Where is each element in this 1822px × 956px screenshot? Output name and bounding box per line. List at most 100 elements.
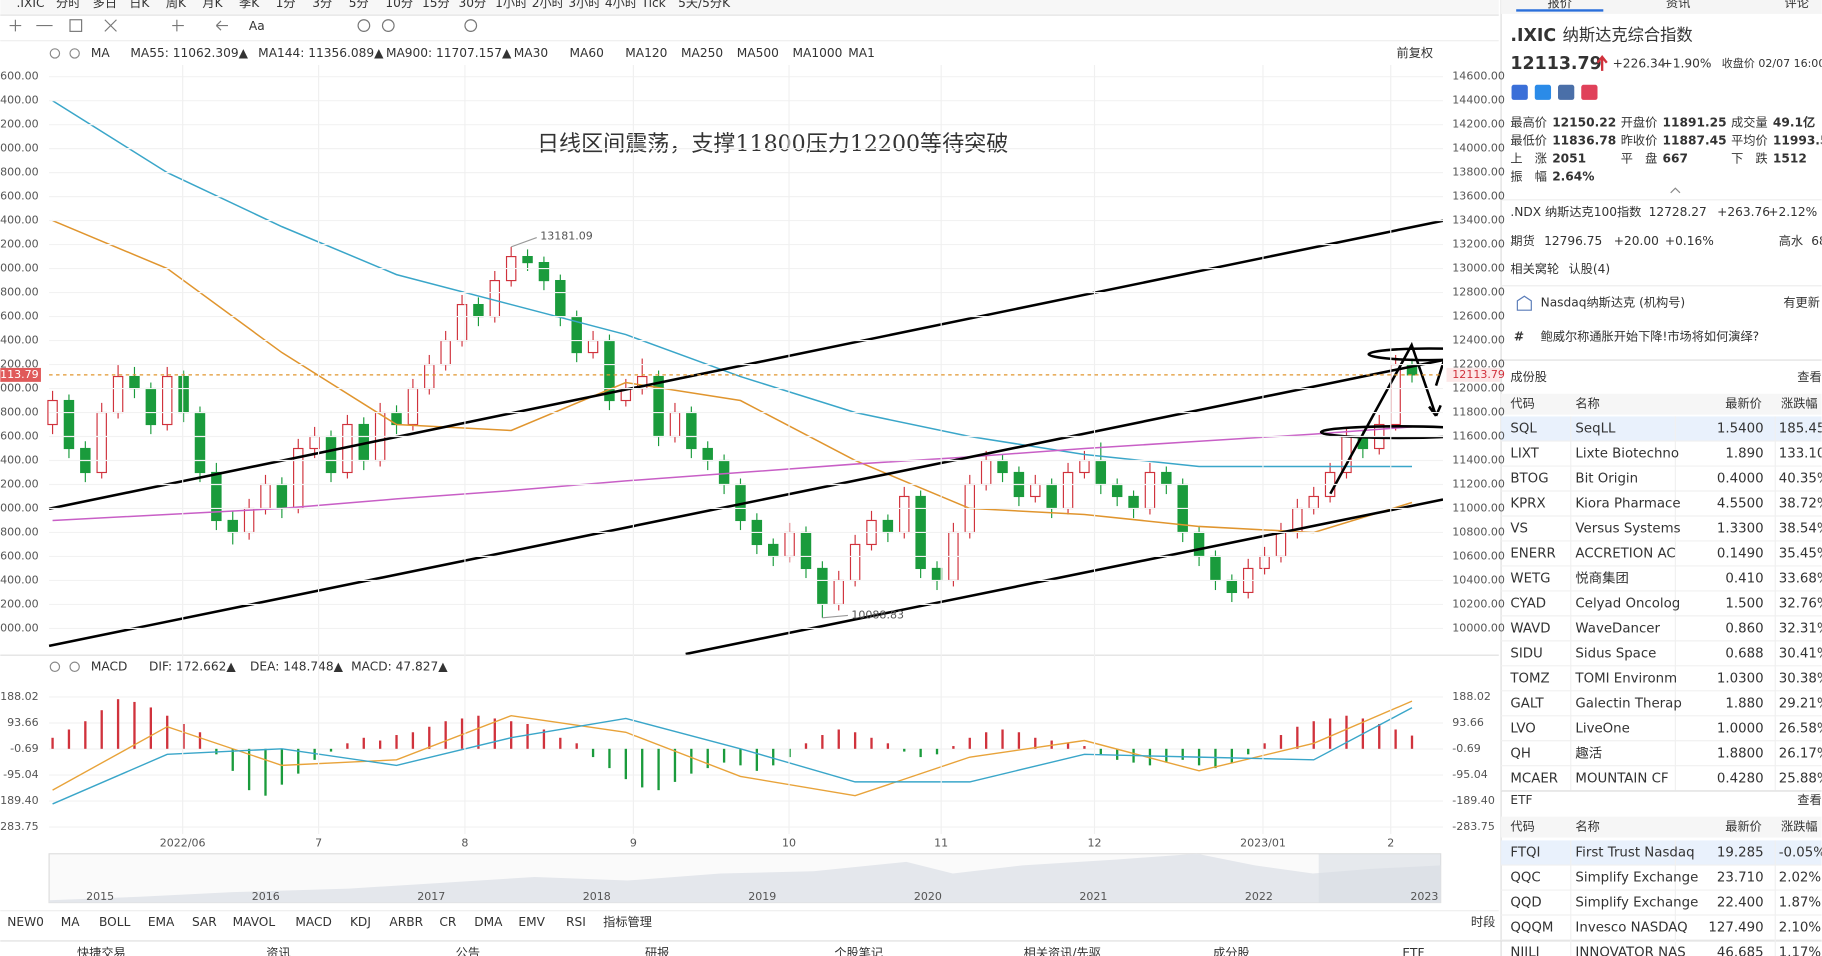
period-tab[interactable]: 3分	[312, 0, 332, 10]
row-name[interactable]: Lixte Biotechno	[1575, 447, 1679, 462]
indicator-tab[interactable]: EMV	[518, 915, 545, 929]
row-name[interactable]: INNOVATOR NAS	[1575, 946, 1685, 956]
bottom-tab[interactable]: ETF	[1402, 946, 1424, 956]
more-link[interactable]: 查看	[1797, 793, 1821, 807]
period-tab[interactable]: 周K	[166, 0, 187, 10]
navigator-window[interactable]	[1318, 853, 1441, 903]
row-code[interactable]: LIXT	[1510, 447, 1539, 462]
indicator-tab[interactable]: BOLL	[99, 915, 131, 929]
badge[interactable]	[1558, 84, 1575, 100]
status: 收盘价 02/07 16:00(美东)	[1722, 56, 1822, 70]
bottom-tab[interactable]: 相关资讯/先驱	[1024, 946, 1101, 956]
close-icon[interactable]	[69, 661, 80, 672]
period-button[interactable]: 时段	[1471, 914, 1495, 929]
row-code[interactable]: WETG	[1510, 571, 1550, 586]
period-tab[interactable]: 1小时	[495, 0, 527, 10]
indicator-tab[interactable]: DMA	[474, 915, 503, 929]
row-code[interactable]: FTQI	[1510, 846, 1540, 861]
indicator-tab[interactable]: MAVOL	[233, 915, 276, 929]
bottom-tab[interactable]: 研报	[645, 945, 669, 956]
close-icon[interactable]	[69, 48, 80, 59]
panel-tab[interactable]: 资讯	[1666, 0, 1690, 10]
row-code[interactable]: KPRX	[1510, 497, 1545, 512]
bottom-tab[interactable]: 成分股	[1213, 946, 1250, 956]
indicator-tab[interactable]: MACD	[295, 915, 332, 929]
row-name[interactable]: TOMI Environm	[1574, 671, 1677, 686]
period-tab[interactable]: 多日	[93, 0, 117, 10]
period-tab[interactable]: 30分	[459, 0, 487, 10]
period-tab[interactable]: 2小时	[532, 0, 564, 10]
candle-body	[1144, 471, 1156, 510]
badge[interactable]	[1581, 84, 1598, 100]
row-code[interactable]: NIJLI	[1510, 946, 1539, 956]
indicator-tab[interactable]: 指标管理	[603, 914, 652, 929]
indicator-tab[interactable]: SAR	[192, 915, 217, 929]
row-code[interactable]: VS	[1510, 522, 1528, 537]
badge[interactable]	[1511, 84, 1528, 100]
row-name[interactable]: Versus Systems	[1575, 522, 1680, 537]
period-tab[interactable]: 1分	[276, 0, 296, 10]
panel-tab[interactable]: 评论	[1785, 0, 1809, 10]
collapse[interactable]	[1670, 187, 1681, 194]
period-tab[interactable]: 5天/5分K	[678, 0, 731, 10]
row-code[interactable]: TOMZ	[1509, 671, 1549, 686]
badge[interactable]	[1534, 84, 1552, 100]
period-tab[interactable]: Tick	[641, 0, 667, 10]
more-link[interactable]: 查看	[1797, 370, 1821, 384]
row-name[interactable]: Simplify Exchange	[1575, 871, 1698, 886]
row-name[interactable]: First Trust Nasdaq	[1575, 846, 1694, 861]
row-code[interactable]: QQC	[1510, 871, 1540, 886]
row-code[interactable]: BTOG	[1510, 472, 1548, 487]
row-name[interactable]: Invesco NASDAQ	[1575, 921, 1687, 936]
row-code[interactable]: QQD	[1510, 896, 1541, 911]
indicator-tab[interactable]: KDJ	[350, 915, 371, 929]
row-code[interactable]: MCAER	[1510, 771, 1558, 786]
row-name[interactable]: WaveDancer	[1575, 621, 1660, 636]
adjust-mode[interactable]: 前复权	[1397, 45, 1434, 60]
row-code[interactable]: SIDU	[1510, 646, 1542, 661]
indicator-tab[interactable]: CR	[439, 915, 457, 929]
indicator-tab[interactable]: EMA	[148, 915, 175, 929]
row-name[interactable]: Kiora Pharmace	[1575, 497, 1680, 512]
indicator-tab[interactable]: ARBR	[389, 915, 423, 929]
row-name[interactable]: SeqLL	[1575, 422, 1616, 437]
row-name[interactable]: Simplify Exchange	[1575, 896, 1698, 911]
bottom-tab[interactable]: 资讯	[266, 946, 290, 956]
period-tab[interactable]: 分时	[56, 0, 80, 10]
row-name[interactable]: MOUNTAIN CF	[1575, 771, 1668, 786]
indicator-tab[interactable]: MA	[61, 915, 81, 929]
bottom-tab[interactable]: 公告	[456, 946, 480, 956]
row-code[interactable]: LVO	[1510, 721, 1535, 736]
period-tab[interactable]: 10分	[385, 0, 413, 10]
row-code[interactable]: QQQM	[1510, 921, 1553, 936]
bottom-tab[interactable]: 快捷交易	[77, 945, 126, 956]
row-code[interactable]: CYAD	[1510, 596, 1546, 611]
row-name[interactable]: 悦商集团	[1575, 570, 1628, 586]
row-code[interactable]: WAVD	[1510, 621, 1550, 636]
row-name[interactable]: LiveOne	[1575, 721, 1629, 736]
row-name[interactable]: 趣活	[1575, 745, 1602, 761]
indicator-tab[interactable]: RSI	[566, 915, 586, 929]
panel-tab[interactable]: 报价	[1548, 0, 1572, 10]
indicator-tab[interactable]: NEW0	[7, 915, 44, 929]
period-tab[interactable]: 15分	[422, 0, 450, 10]
row-name[interactable]: Bit Origin	[1575, 472, 1638, 487]
row-code[interactable]: ENERR	[1510, 547, 1555, 562]
news[interactable]: 鲍威尔称通胀开始下降!市场将如何演绎?	[1541, 328, 1760, 343]
period-tab[interactable]: 日K	[129, 0, 150, 10]
row-code[interactable]: SQL	[1510, 422, 1537, 437]
period-tab[interactable]: 月K	[202, 0, 223, 10]
row-name[interactable]: Sidus Space	[1575, 646, 1656, 661]
period-tab[interactable]: 4小时	[605, 0, 637, 10]
row-name[interactable]: Galectin Therap	[1575, 696, 1681, 711]
bottom-tab[interactable]: 个股笔记	[834, 945, 883, 956]
period-tab[interactable]: 5分	[349, 0, 369, 10]
settings-icon[interactable]	[49, 661, 61, 672]
settings-icon[interactable]	[49, 48, 61, 59]
row-name[interactable]: Celyad Oncolog	[1575, 596, 1680, 611]
period-tab[interactable]: 季K	[239, 0, 260, 10]
row-code[interactable]: GALT	[1510, 696, 1544, 711]
row-code[interactable]: QH	[1510, 746, 1531, 761]
period-tab[interactable]: 3小时	[568, 0, 600, 10]
row-name[interactable]: ACCRETION AC	[1575, 547, 1675, 562]
